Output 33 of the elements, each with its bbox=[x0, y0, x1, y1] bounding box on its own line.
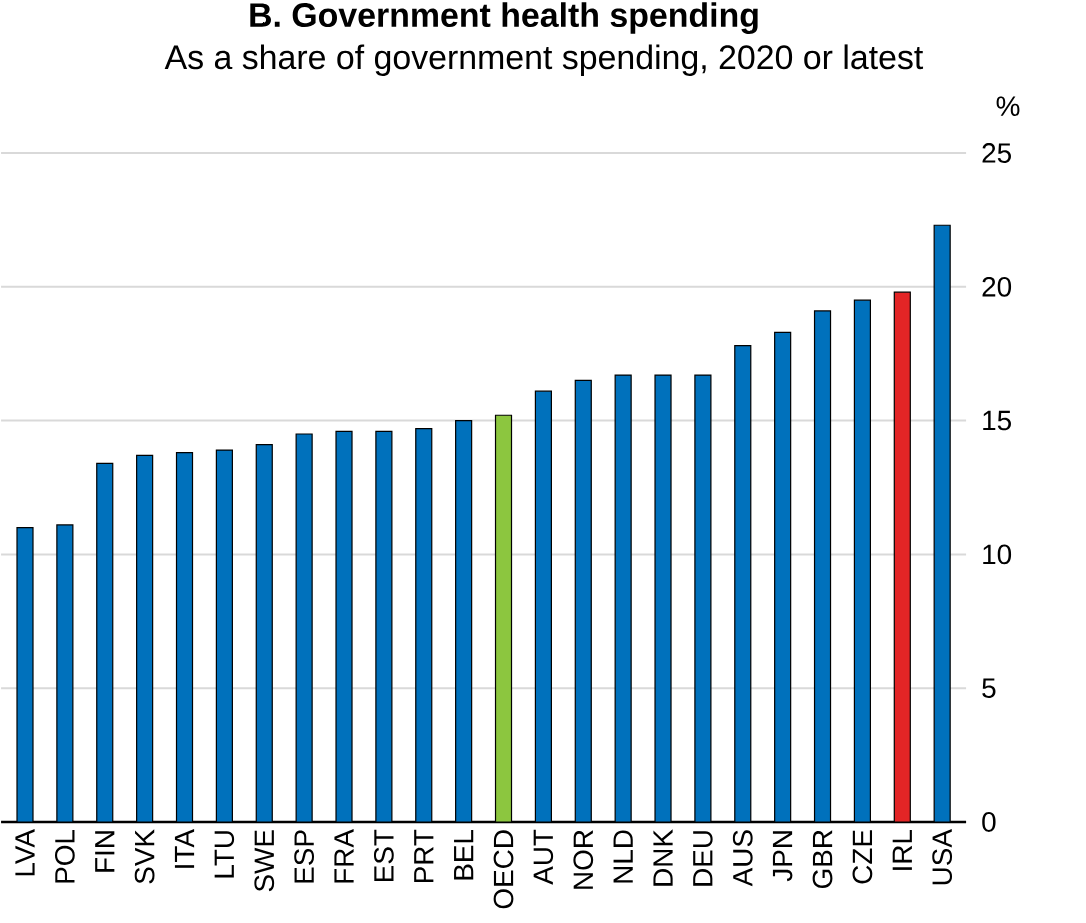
chart-title: B. Government health spending bbox=[250, 2, 758, 34]
x-tick-label: AUS bbox=[732, 830, 753, 887]
y-tick-label: 0 bbox=[982, 812, 996, 832]
x-tick-label: ESP bbox=[294, 830, 315, 883]
x-tick-label: DNK bbox=[653, 829, 673, 886]
y-axis-title: % bbox=[996, 96, 1020, 116]
x-tick-label: AUT bbox=[533, 829, 554, 885]
chart-subtitle: As a share of government spending, 2020 or latest bbox=[164, 44, 924, 76]
y-tick-label: 20 bbox=[982, 276, 1012, 297]
x-tick-label: POL bbox=[54, 829, 75, 883]
x-tick-label: USA bbox=[932, 829, 953, 885]
x-tick-label: SVK bbox=[134, 829, 155, 884]
x-tick-label: LTU bbox=[214, 831, 235, 878]
y-tick-label: 25 bbox=[982, 143, 1011, 163]
x-tick-label: NLD bbox=[613, 830, 633, 883]
x-tick-label: EST bbox=[373, 829, 394, 882]
x-tick-label: PRT bbox=[414, 829, 434, 883]
x-tick-label: ITA bbox=[174, 829, 195, 868]
y-tick-label: 5 bbox=[982, 678, 996, 698]
x-tick-label: CZE bbox=[852, 830, 873, 884]
x-tick-label: NOR bbox=[573, 830, 594, 889]
x-tick-label: FRA bbox=[334, 829, 354, 883]
y-tick-label: 15 bbox=[983, 410, 1011, 431]
y-tick-label: 10 bbox=[983, 544, 1012, 565]
x-tick-label: DEU bbox=[693, 831, 713, 886]
x-tick-label: OECD bbox=[493, 830, 514, 909]
x-tick-label: FIN bbox=[95, 831, 115, 872]
x-tick-label: SWE bbox=[254, 830, 275, 892]
x-tick-label: BEL bbox=[454, 829, 474, 880]
x-tick-label: LVA bbox=[15, 829, 35, 876]
x-tick-label: IRL bbox=[892, 829, 912, 870]
x-tick-label: GBR bbox=[812, 830, 833, 889]
x-tick-label: JPN bbox=[772, 831, 793, 882]
